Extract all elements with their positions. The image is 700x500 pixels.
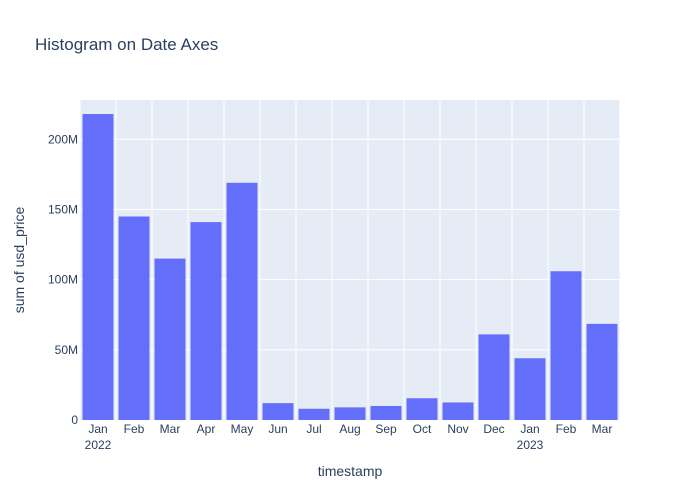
x-axis-ticks: Jan 2022 Feb Mar Apr May Jun Jul Aug Sep Oct Nov Dec…	[85, 422, 613, 452]
grid-lines	[79, 100, 621, 420]
bars	[82, 114, 618, 420]
x-tick-label: Dec	[483, 422, 504, 436]
bar	[82, 114, 114, 420]
bar	[298, 408, 330, 420]
x-tick-label: Feb	[124, 422, 145, 436]
x-tick-label: Jan	[520, 422, 539, 436]
y-axis-ticks: 0 50M 100M 150M 200M	[48, 132, 78, 427]
bar	[118, 216, 150, 420]
x-tick-label: Aug	[339, 422, 360, 436]
x-tick-label: Mar	[160, 422, 181, 436]
x-tick-label: Feb	[556, 422, 577, 436]
x-tick-year-label: 2022	[85, 438, 112, 452]
x-tick-label: Oct	[413, 422, 432, 436]
chart-title: Histogram on Date Axes	[35, 35, 219, 54]
x-tick-label: Apr	[197, 422, 216, 436]
y-axis-title: sum of usd_price	[11, 206, 27, 313]
y-tick-label: 150M	[48, 202, 78, 216]
bar	[406, 398, 438, 420]
y-tick-label: 50M	[55, 343, 78, 357]
y-tick-label: 100M	[48, 273, 78, 287]
bar	[154, 258, 186, 420]
x-tick-label: Nov	[447, 422, 468, 436]
bar	[334, 407, 366, 420]
bar	[190, 222, 222, 420]
bar	[262, 403, 294, 420]
x-tick-label: Jul	[306, 422, 321, 436]
bar	[442, 402, 474, 420]
y-tick-label: 200M	[48, 132, 78, 146]
x-tick-label: Jan	[88, 422, 107, 436]
x-tick-label: Jun	[268, 422, 287, 436]
bar	[370, 405, 402, 420]
x-tick-label: Mar	[592, 422, 613, 436]
bar	[514, 358, 546, 420]
bar	[586, 323, 618, 420]
x-tick-label: May	[231, 422, 254, 436]
x-axis-title: timestamp	[318, 463, 383, 479]
bar	[478, 334, 510, 420]
bar	[226, 182, 258, 420]
bar	[550, 271, 582, 420]
x-tick-year-label: 2023	[517, 438, 544, 452]
y-tick-label: 0	[71, 413, 78, 427]
x-tick-label: Sep	[375, 422, 397, 436]
